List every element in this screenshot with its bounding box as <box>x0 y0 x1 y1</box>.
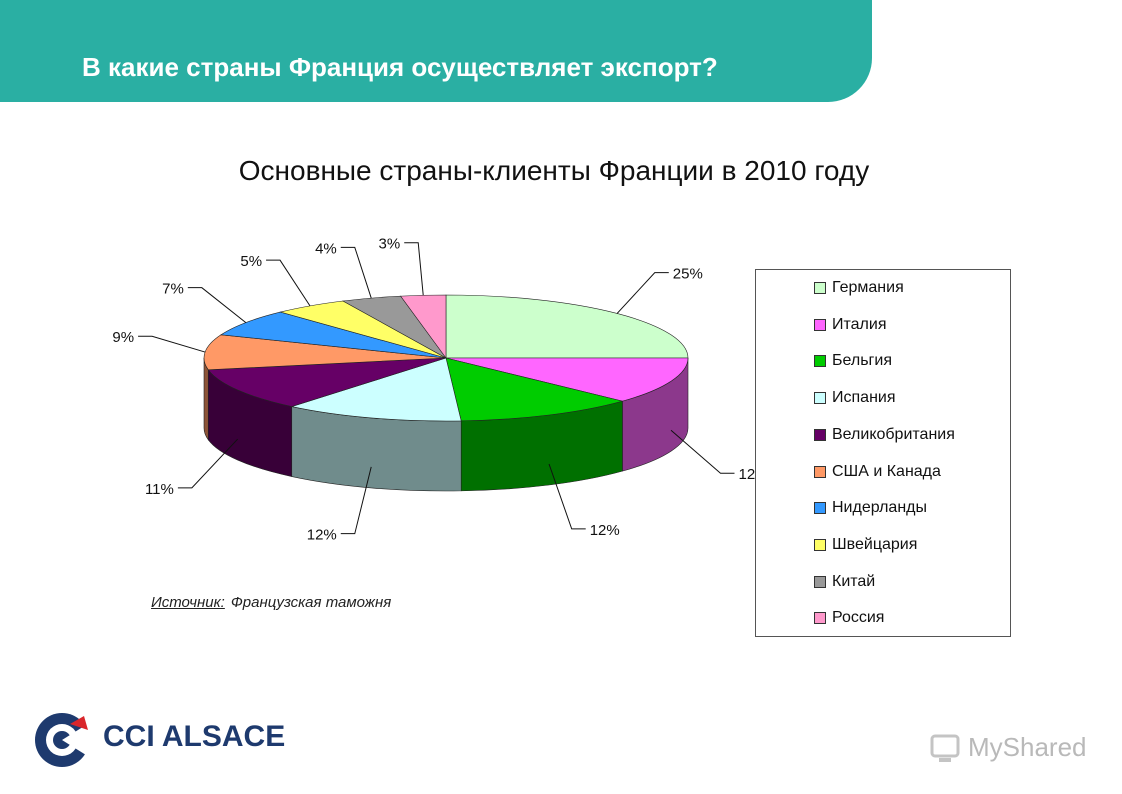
legend-label: Китай <box>832 572 876 590</box>
data-labels: 25%12%12%12%11%9%7%5%4% 3% <box>112 236 768 544</box>
legend-label: Бельгия <box>832 352 892 370</box>
legend-label: США и Канада <box>832 462 941 480</box>
leader-line-7 <box>187 287 247 323</box>
data-label-6: 9% <box>112 329 134 346</box>
legend-swatch <box>814 465 826 478</box>
data-label-9: 4% <box>315 240 337 257</box>
leader-line-3 <box>548 463 586 530</box>
legend-label: Испания <box>832 389 896 407</box>
header-banner: В какие страны Франция осуществляет эксп… <box>0 0 872 102</box>
legend-swatch <box>814 282 826 294</box>
legend-label: Нидерланды <box>832 499 927 517</box>
legend-label: Германия <box>832 279 904 296</box>
page-title: В какие страны Франция осуществляет эксп… <box>82 52 718 82</box>
legend-item-6: США и Канада <box>814 462 941 482</box>
leader-line-4 <box>340 466 372 535</box>
slice-1 <box>445 294 689 359</box>
legend-item-2: Италия <box>814 315 886 335</box>
legend-swatch <box>814 538 826 551</box>
legend-swatch <box>814 612 826 625</box>
leader-line-5 <box>177 438 239 489</box>
legend-item-8: Швейцария <box>814 535 917 555</box>
slice-2 <box>445 357 689 402</box>
legend-item-10: Россия <box>814 608 884 628</box>
legend-label: Италия <box>832 315 887 333</box>
leader-line-10 <box>404 242 424 296</box>
data-label-10: 3% <box>379 236 401 253</box>
slice-6 <box>203 334 447 371</box>
legend-label: Россия <box>832 609 885 627</box>
legend-swatch <box>814 355 826 368</box>
legend-item-7: Нидерланды <box>814 498 927 518</box>
chart-title: Основные страны-клиенты Франции в 2010 г… <box>238 155 870 186</box>
source-text: Французская таможня <box>230 594 392 611</box>
data-label-7: 7% <box>162 281 184 298</box>
watermark-icon <box>930 734 960 762</box>
legend-item-5: Великобритания <box>814 425 955 445</box>
leader-line-6 <box>138 335 206 353</box>
leader-line-1 <box>616 272 669 314</box>
legend-item-9: Китай <box>814 572 875 592</box>
legend-swatch <box>814 502 826 515</box>
leader-line-2 <box>670 429 735 474</box>
source-label: Источник: <box>151 594 225 611</box>
legend-swatch <box>814 575 826 588</box>
pie-sides <box>203 357 689 492</box>
slice-4 <box>290 357 462 422</box>
legend-item-4: Испания <box>814 388 896 408</box>
logo-text: CCI ALSACE <box>103 720 286 753</box>
slice-3 <box>445 357 624 422</box>
legend-swatch <box>814 318 826 331</box>
legend-swatch <box>814 428 826 441</box>
slice-7 <box>220 311 447 359</box>
leader-line-9 <box>340 246 372 299</box>
legend-item-3: Бельгия <box>814 351 892 371</box>
slice-side-6 <box>203 357 209 441</box>
pie-tops <box>203 294 689 422</box>
legend-label: Великобритания <box>832 425 955 443</box>
legend-swatch <box>814 392 826 405</box>
slice-5 <box>207 357 447 407</box>
cci-logo-icon <box>35 713 94 767</box>
legend-item-1: Германия <box>814 278 904 298</box>
source-note: Источник: Французская таможня <box>151 594 391 611</box>
data-label-8: 5% <box>240 253 262 270</box>
leader-line-8 <box>266 259 311 307</box>
data-label-3: 12% <box>590 522 620 539</box>
watermark-text: MyShared <box>968 732 1087 762</box>
chart-legend: Германия Италия Бельгия Испания Великобритан… <box>755 269 1011 637</box>
slice-10 <box>400 294 447 359</box>
legend-label: Швейцария <box>832 535 918 553</box>
data-label-5: 11% <box>145 481 174 498</box>
data-label-1: 25% <box>673 266 703 283</box>
data-label-4: 12% <box>307 527 337 544</box>
